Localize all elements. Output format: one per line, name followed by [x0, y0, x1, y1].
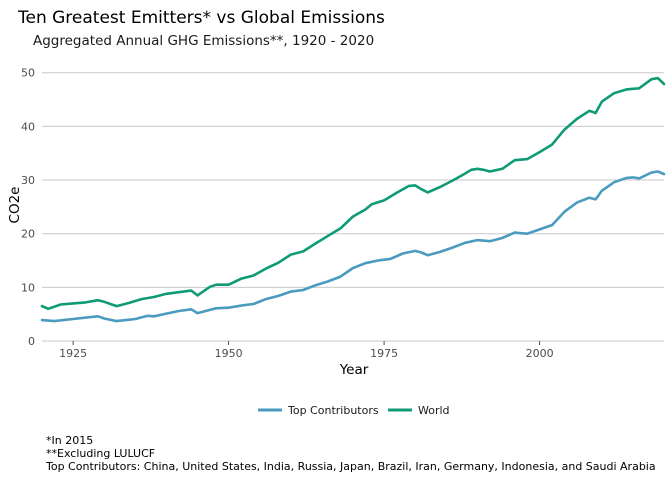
series-line-top-contributors: [40, 170, 666, 323]
x-axis-label: Year: [339, 362, 369, 378]
y-tick-label-10: 10: [21, 281, 35, 294]
chart-title: Ten Greatest Emitters* vs Global Emissio…: [17, 8, 385, 28]
footnote-top-contributors: Top Contributors: China, United States, …: [45, 460, 656, 473]
y-tick-label-0: 0: [28, 335, 35, 348]
grid-lines: [42, 72, 664, 342]
y-tick-label-20: 20: [21, 228, 35, 241]
y-axis-ticks: 0 10 20 30 40 50: [21, 67, 35, 348]
footnote-excluding-lulucf: **Excluding LULUCF: [46, 447, 155, 460]
series-line-world: [40, 76, 666, 311]
chart-subtitle: Aggregated Annual GHG Emissions**, 1920 …: [33, 33, 374, 49]
y-axis-label: CO2e: [7, 187, 23, 224]
y-tick-label-50: 50: [21, 67, 35, 80]
series-lines: [40, 76, 666, 323]
legend: Top Contributors World: [258, 404, 450, 417]
y-tick-label-40: 40: [21, 120, 35, 133]
x-tick-label-1950: 1950: [215, 347, 243, 360]
x-tick-label-2000: 2000: [526, 347, 554, 360]
legend-label-world: World: [418, 404, 450, 417]
x-axis-ticks: 1925 1950 1975 2000: [59, 341, 554, 360]
y-tick-label-30: 30: [21, 174, 35, 187]
legend-label-top-contributors: Top Contributors: [287, 404, 379, 417]
footnote-in-2015: *In 2015: [46, 434, 93, 447]
x-tick-label-1975: 1975: [370, 347, 398, 360]
x-tick-label-1925: 1925: [59, 347, 87, 360]
